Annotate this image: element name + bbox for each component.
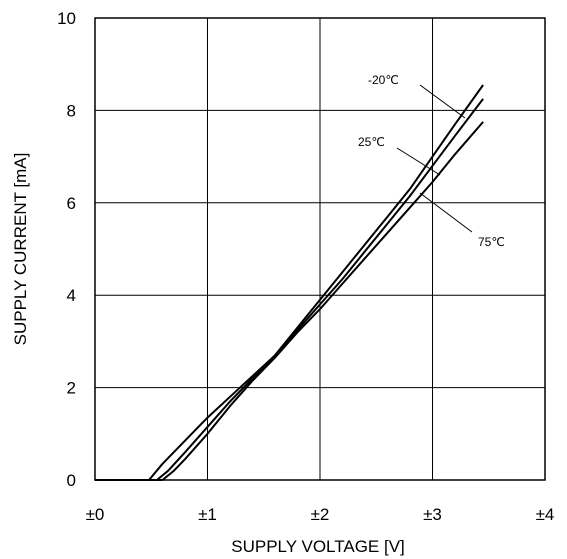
leader-75	[419, 192, 473, 233]
plot-frame	[94, 17, 546, 481]
y-tick-label: 8	[67, 101, 76, 120]
series-annotations: -20℃ 25℃ 75℃	[358, 73, 505, 249]
series-line-0	[95, 84, 484, 481]
y-tick-label: 0	[67, 471, 76, 490]
leader-25	[396, 147, 441, 176]
x-tick-label: ±4	[536, 505, 555, 524]
annotation-25: 25℃	[358, 135, 385, 149]
series-line-1	[95, 98, 484, 481]
x-tick-label: ±3	[423, 505, 442, 524]
x-tick-label: ±2	[311, 505, 330, 524]
annotation-75: 75℃	[478, 235, 505, 249]
x-tick-labels: ±0 ±1 ±2 ±3 ±4	[86, 505, 555, 524]
y-axis-label: SUPPLY CURRENT [mA]	[11, 153, 30, 346]
grid	[94, 17, 546, 481]
y-tick-label: 6	[67, 194, 76, 213]
x-axis-label: SUPPLY VOLTAGE [V]	[231, 537, 405, 556]
annotation-minus20: -20℃	[368, 73, 399, 87]
x-tick-label: ±1	[198, 505, 217, 524]
leader-minus20	[419, 84, 466, 119]
y-tick-label: 10	[57, 9, 76, 28]
series-line-2	[95, 121, 484, 481]
x-tick-label: ±0	[86, 505, 105, 524]
y-tick-label: 2	[67, 379, 76, 398]
series-lines	[95, 84, 484, 481]
y-tick-label: 4	[67, 286, 76, 305]
y-tick-labels: 0 2 4 6 8 10	[57, 9, 76, 490]
